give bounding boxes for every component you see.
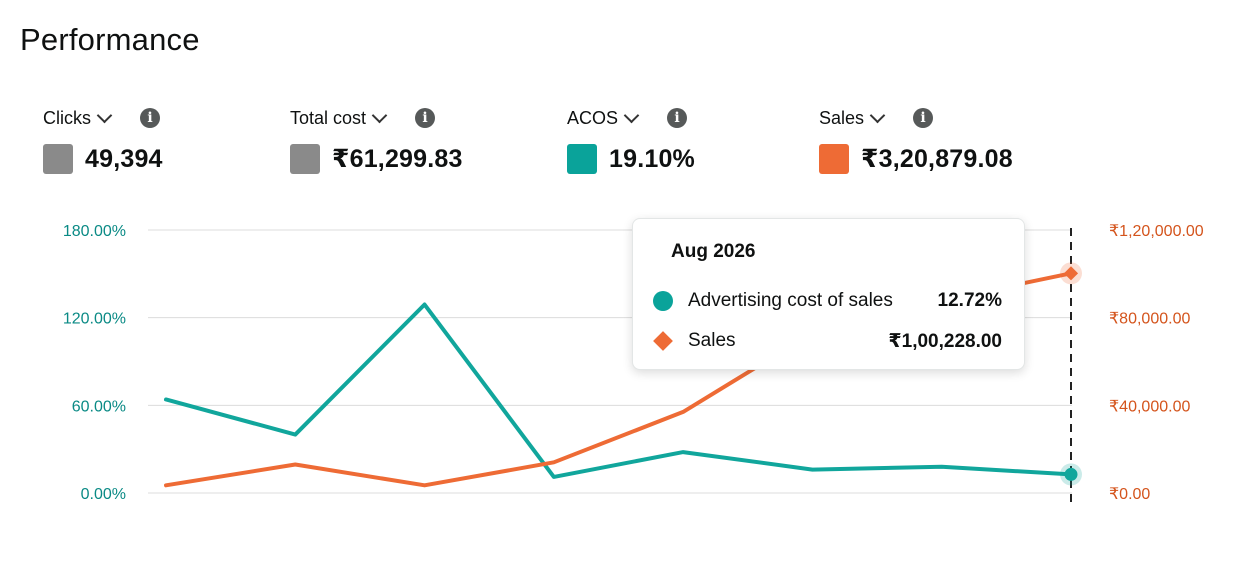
metric-label: ACOS [567, 107, 619, 128]
right-axis-tick-label: ₹0.00 [1109, 486, 1150, 503]
metric-clicks: Clicks i 49,394 [43, 104, 163, 174]
hover-marker-acos[interactable] [1064, 467, 1078, 481]
left-axis-tick-label: 120.00% [63, 311, 126, 328]
metric-value: 19.10% [609, 144, 695, 173]
page-title: Performance [20, 22, 200, 57]
series-diamond-icon [653, 331, 673, 351]
series-toggle-swatch[interactable] [819, 144, 849, 174]
metric-label: Total cost [290, 107, 367, 128]
metric-sales: Sales i ₹3,20,879.08 [819, 104, 1013, 174]
info-icon[interactable]: i [415, 108, 436, 128]
metric-label: Sales [819, 107, 865, 128]
info-icon[interactable]: i [667, 108, 688, 128]
series-toggle-swatch[interactable] [567, 144, 597, 174]
tooltip-series-value: ₹1,00,228.00 [888, 330, 1002, 352]
tooltip-series-name: Advertising cost of sales [688, 290, 893, 311]
series-toggle-swatch[interactable] [43, 144, 73, 174]
tooltip-series-value: 12.72% [937, 290, 1002, 311]
left-axis-tick-label: 180.00% [63, 223, 126, 240]
metric-total-cost: Total cost i ₹61,299.83 [290, 104, 463, 174]
left-axis-tick-label: 60.00% [72, 398, 126, 415]
metric-value: ₹3,20,879.08 [861, 145, 1013, 173]
info-icon[interactable]: i [913, 108, 934, 128]
right-axis-tick-label: ₹80,000.00 [1109, 311, 1190, 328]
info-icon[interactable]: i [140, 108, 160, 128]
tooltip-row-acos: Advertising cost of sales 12.72% [653, 288, 1002, 314]
hover-marker-sales[interactable] [1063, 266, 1079, 281]
metric-value: ₹61,299.83 [332, 145, 463, 173]
tooltip-row-sales: Sales ₹1,00,228.00 [653, 328, 1002, 354]
chart-tooltip: Aug 2026 Advertising cost of sales 12.72… [632, 218, 1025, 370]
series-toggle-swatch[interactable] [290, 144, 320, 174]
metric-value: 49,394 [85, 144, 163, 173]
tooltip-series-name: Sales [688, 330, 736, 351]
right-axis-tick-label: ₹40,000.00 [1109, 398, 1190, 415]
left-axis-tick-label: 0.00% [81, 486, 126, 503]
metric-label: Clicks [43, 107, 91, 128]
series-dot-icon [653, 291, 673, 311]
tooltip-title: Aug 2026 [671, 241, 756, 262]
right-axis-tick-label: ₹1,20,000.00 [1109, 223, 1204, 240]
series-line-acos[interactable] [164, 302, 1073, 479]
metric-acos: ACOS i 19.10% [567, 104, 695, 174]
